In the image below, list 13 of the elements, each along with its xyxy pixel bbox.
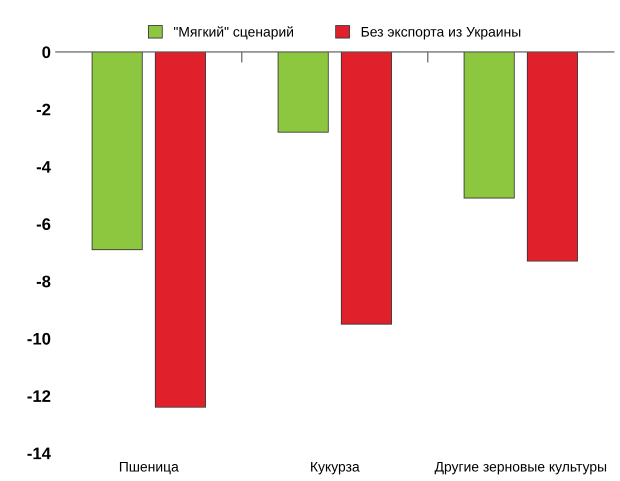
y-tick-label: -12 bbox=[28, 390, 50, 402]
y-tick-label: -14 bbox=[28, 448, 51, 460]
y-tick-label: -4 bbox=[36, 161, 51, 173]
legend-label: "Мягкий" сценарий bbox=[174, 26, 294, 40]
y-tick-label: 0 bbox=[42, 46, 50, 58]
y-tick-label: -2 bbox=[36, 104, 50, 116]
y-tick-label: -10 bbox=[28, 332, 50, 345]
x-tick-label: Пшеница bbox=[120, 462, 179, 474]
legend-label: Без экспорта из Украины bbox=[362, 27, 520, 40]
x-tick-label: Кукурза bbox=[311, 462, 360, 474]
x-tick-label: Другие зерновые культуры bbox=[434, 462, 606, 474]
y-tick-label: -6 bbox=[36, 218, 50, 230]
y-tick-label: -8 bbox=[36, 276, 50, 288]
